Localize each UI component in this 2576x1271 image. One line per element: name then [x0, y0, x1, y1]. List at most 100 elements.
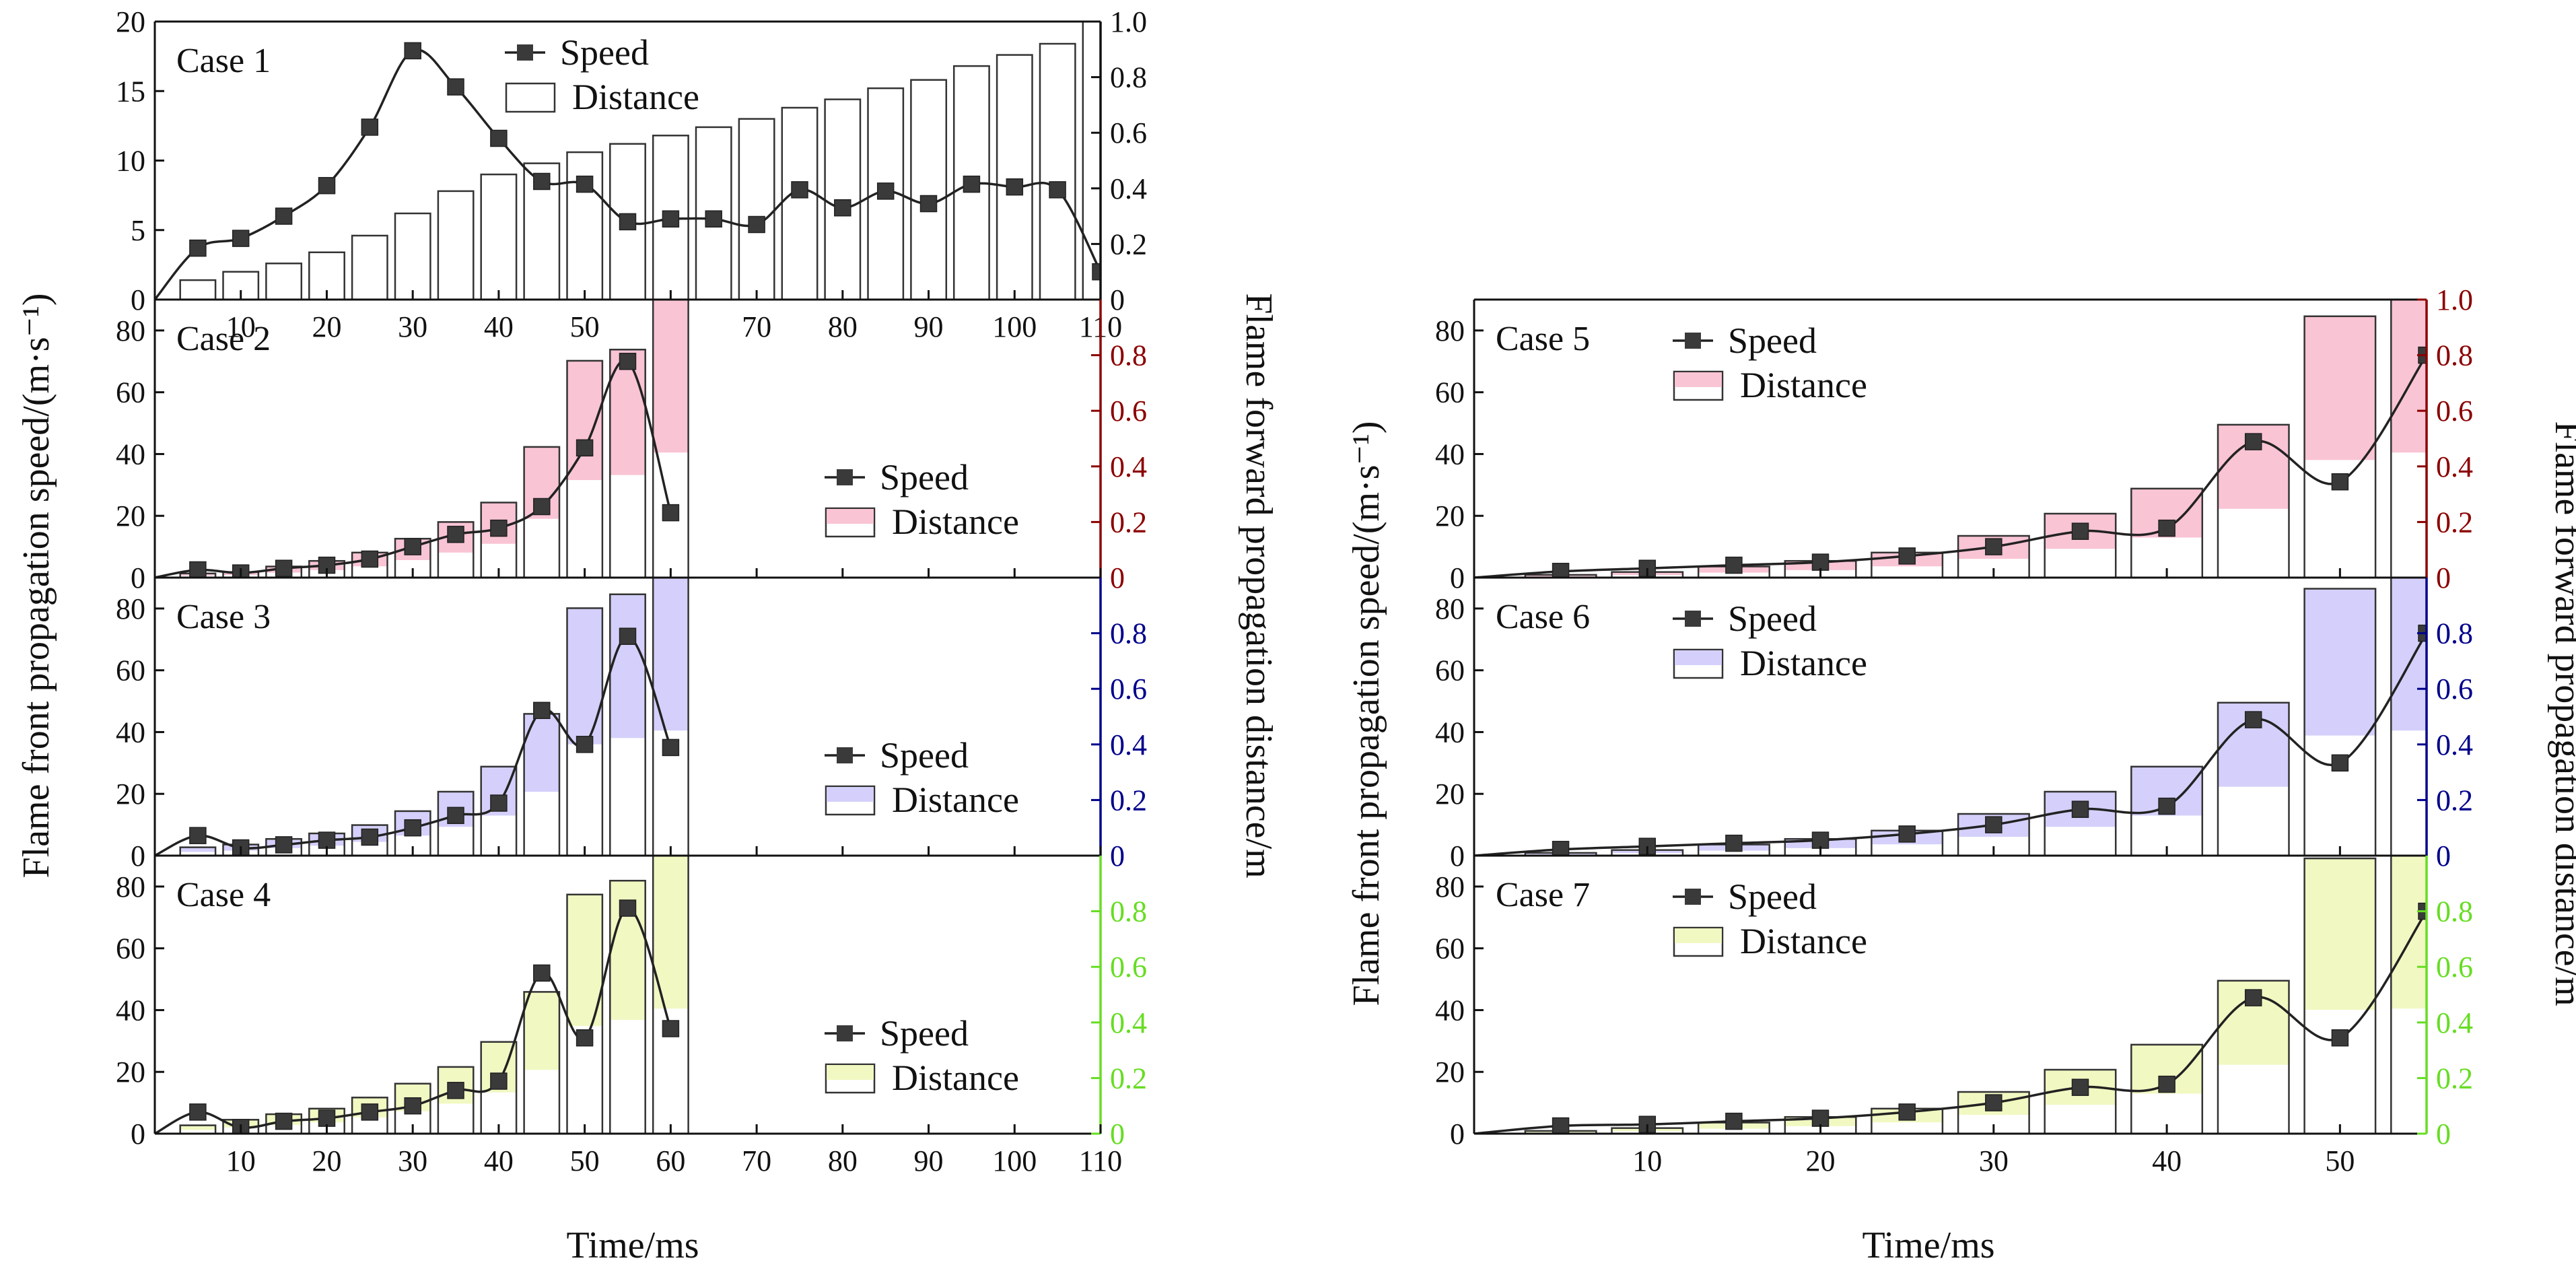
speed-marker — [2071, 800, 2089, 818]
speed-marker — [619, 353, 637, 370]
legend-speed-label: Speed — [1728, 598, 1817, 639]
speed-marker — [447, 806, 464, 825]
distance-bar-outline — [2390, 856, 2427, 1134]
panel-case-6: 0 20 40 60 80 0 0.2 0.4 0.6 0.8 Case 6 SpeedDistanc… — [1435, 576, 2473, 872]
speed-marker — [1985, 1094, 2003, 1111]
speed-marker — [232, 230, 250, 247]
speed-marker — [1552, 1117, 1570, 1134]
distance-bar — [352, 236, 388, 300]
legend-distance-swatch-fill — [1675, 372, 1722, 387]
speed-marker — [2071, 1078, 2089, 1096]
speed-marker — [404, 1097, 421, 1115]
speed-marker — [1811, 831, 1830, 849]
plot-area — [1474, 300, 2427, 578]
speed-marker — [275, 559, 293, 577]
panel-case-4: 0 20 40 60 80 0 0.2 0.4 0.6 0.8 10 20 30 40 50 60 70 80 90… — [116, 854, 1147, 1177]
x-tick-label: 40 — [2152, 1144, 2182, 1177]
distance-bar-outline — [523, 446, 561, 578]
speed-marker — [2331, 754, 2349, 772]
speed-marker — [361, 828, 379, 846]
speed-marker — [1985, 816, 2003, 833]
speed-tick-label: 20 — [116, 500, 145, 533]
speed-marker — [1811, 553, 1830, 571]
distance-tick-label: 0.6 — [1110, 673, 1147, 706]
distance-bar-outline — [609, 143, 646, 300]
distance-bar — [781, 108, 818, 300]
distance-tick-label: 0.6 — [2436, 673, 2473, 706]
speed-tick-label: 20 — [116, 1056, 145, 1089]
distance-bar-fill — [2304, 858, 2376, 1010]
speed-marker — [2071, 522, 2089, 540]
distance-bar-fill — [524, 992, 559, 1070]
distance-bar-outline — [523, 162, 561, 300]
distance-bar-outline — [2390, 300, 2427, 578]
distance-tick-label: 1.0 — [1110, 5, 1147, 38]
speed-marker — [1552, 563, 1570, 578]
speed-marker — [490, 129, 508, 147]
speed-tick-label: 60 — [1435, 932, 1465, 965]
distance-bar-fill — [180, 847, 216, 852]
distance-bar-fill — [2304, 588, 2376, 736]
x-tick-label: 10 — [226, 1144, 256, 1177]
distance-bar-outline — [1957, 535, 2030, 578]
x-tick-label: 70 — [742, 310, 771, 343]
speed-marker — [1811, 1109, 1830, 1127]
plot-area — [1474, 578, 2427, 856]
distance-bar — [481, 174, 517, 300]
case-label: Case 1 — [176, 42, 271, 80]
speed-tick-label: 40 — [116, 716, 145, 749]
legend-speed-marker — [837, 747, 853, 763]
distance-bar — [1040, 44, 1076, 300]
speed-marker — [490, 794, 508, 812]
distance-tick-label: 0 — [1110, 283, 1125, 316]
speed-marker — [189, 239, 207, 257]
distance-tick-label: 0.6 — [1110, 394, 1147, 427]
legend-distance-swatch-fill — [827, 509, 874, 524]
distance-bar-outline — [2390, 578, 2427, 856]
speed-tick-label: 20 — [1435, 500, 1465, 533]
distance-bar — [266, 263, 302, 300]
distance-bar-outline — [2130, 765, 2204, 856]
speed-marker — [318, 176, 336, 195]
speed-marker — [404, 819, 421, 837]
speed-marker — [275, 1112, 293, 1130]
speed-line — [155, 48, 1101, 300]
distance-bar-outline — [566, 359, 604, 578]
speed-tick-label: 40 — [1435, 438, 1465, 471]
distance-tick-label: 0.6 — [1110, 116, 1147, 149]
distance-bar — [911, 79, 946, 300]
distance-bar-fill — [610, 594, 646, 738]
speed-marker — [791, 181, 808, 199]
panel-case-5: 0 20 40 60 80 0 0.2 0.4 0.6 0.8 1.0 Case 5 SpeedDist… — [1435, 283, 2473, 594]
speed-tick-label: 80 — [116, 314, 145, 347]
legend-distance-swatch-fill — [1675, 650, 1722, 665]
speed-marker — [2244, 989, 2262, 1006]
distance-tick-label: 0.6 — [1110, 951, 1147, 984]
speed-marker — [662, 504, 680, 522]
speed-marker — [2158, 519, 2175, 537]
distance-bar — [997, 55, 1033, 300]
legend-distance-swatch-fill — [827, 1065, 874, 1080]
distance-bar-outline — [2217, 980, 2290, 1134]
speed-marker — [404, 42, 421, 60]
x-tick-label: 50 — [2325, 1144, 2355, 1177]
panel-case-7: 0 20 40 60 80 0 0.2 0.4 0.6 0.8 10 20 30 40 50 Case 7 Sp… — [1435, 854, 2473, 1177]
distance-bar-outline — [480, 765, 518, 856]
plot-area — [155, 22, 1101, 300]
distance-bar-outline — [351, 234, 388, 300]
distance-tick-label: 0.2 — [1110, 228, 1147, 261]
legend-distance-label: Distance — [892, 1058, 1019, 1098]
speed-marker — [189, 561, 207, 578]
x-tick-label: 70 — [742, 1144, 771, 1177]
distance-bar-outline — [2044, 1068, 2117, 1134]
panel-case-3: 0 20 40 60 80 0 0.2 0.4 0.6 0.8 Case 3 SpeedDistanc… — [116, 576, 1147, 872]
speed-marker — [275, 836, 293, 854]
speed-marker — [275, 207, 293, 225]
legend-distance-swatch — [505, 82, 556, 113]
speed-tick-label: 60 — [116, 932, 145, 965]
speed-marker — [533, 701, 551, 720]
speed-tick-label: 0 — [131, 283, 145, 316]
distance-tick-label: 0.6 — [2436, 951, 2473, 984]
speed-marker — [533, 964, 551, 982]
speed-marker — [576, 1029, 594, 1047]
